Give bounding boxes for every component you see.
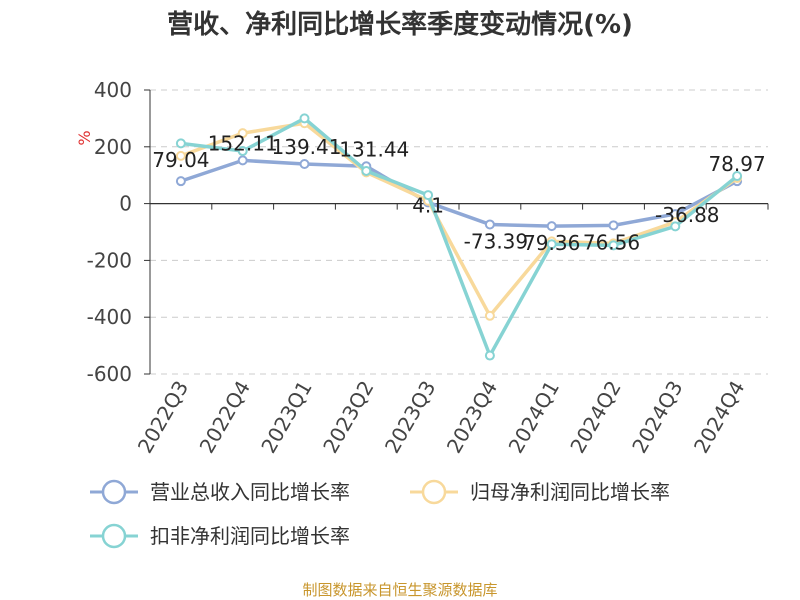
data-point xyxy=(484,219,495,230)
data-point xyxy=(546,239,557,250)
data-label: 131.44 xyxy=(339,137,409,161)
source-note: 制图数据来自恒生聚源数据库 xyxy=(302,581,498,599)
legend-item: 归母净利润同比增长率 xyxy=(410,479,670,505)
x-tick-label: 2022Q3 xyxy=(133,377,193,458)
legend-label: 扣非净利润同比增长率 xyxy=(150,524,350,548)
x-tick-label: 2023Q1 xyxy=(256,377,316,458)
data-label: 78.97 xyxy=(708,152,765,176)
y-unit-label: % xyxy=(75,130,94,145)
data-point xyxy=(732,171,743,182)
data-label: 139.41 xyxy=(272,135,342,159)
data-point xyxy=(670,221,681,232)
x-tick-label: 2024Q4 xyxy=(689,377,749,458)
y-tick-label: -600 xyxy=(87,362,132,386)
data-point xyxy=(361,165,372,176)
data-point xyxy=(484,310,495,321)
data-label: 152.11 xyxy=(208,131,278,155)
data-label: 79.04 xyxy=(152,148,209,172)
series-line xyxy=(180,158,738,228)
legend-item: 营业总收入同比增长率 xyxy=(90,479,350,505)
legend-marker xyxy=(101,523,127,549)
chart-title: 营收、净利同比增长率季度变动情况(%) xyxy=(167,10,633,40)
y-tick-label: -400 xyxy=(87,305,132,329)
data-point xyxy=(299,159,310,170)
data-point xyxy=(237,155,248,166)
y-tick-label: -200 xyxy=(87,248,132,272)
y-tick-label: 200 xyxy=(94,135,132,159)
data-point xyxy=(608,240,619,251)
legend-label: 归母净利润同比增长率 xyxy=(470,480,670,504)
data-point xyxy=(608,220,619,231)
legend-label: 营业总收入同比增长率 xyxy=(150,480,350,504)
data-point xyxy=(237,146,248,157)
data-point xyxy=(237,128,248,139)
data-point xyxy=(299,113,310,124)
data-point xyxy=(175,176,186,187)
data-point xyxy=(175,150,186,161)
x-tick-label: 2023Q2 xyxy=(318,377,378,458)
y-tick-label: 400 xyxy=(94,78,132,102)
data-label: 79.36 xyxy=(523,231,580,255)
data-label: -73.39 xyxy=(464,229,528,253)
legend-marker xyxy=(101,479,127,505)
x-tick-label: 2023Q4 xyxy=(442,377,502,458)
x-tick-label: 2024Q3 xyxy=(627,377,687,458)
x-tick-label: 2024Q1 xyxy=(504,377,564,458)
x-tick-label: 2024Q2 xyxy=(565,377,625,458)
x-tick-label: 2023Q3 xyxy=(380,376,440,457)
x-tick-label: 2022Q4 xyxy=(195,377,255,458)
data-point xyxy=(546,221,557,232)
series-line xyxy=(180,121,739,318)
legend-item: 扣非净利润同比增长率 xyxy=(90,523,350,549)
series-lines xyxy=(175,113,743,361)
series-line xyxy=(180,116,739,358)
legend-marker xyxy=(421,479,447,505)
data-label: 4.1 xyxy=(412,193,444,217)
data-label: 76.56 xyxy=(583,230,640,254)
data-point xyxy=(484,350,495,361)
data-point xyxy=(423,190,434,201)
y-tick-label: 0 xyxy=(119,192,132,216)
data-point xyxy=(175,138,186,149)
data-label: -36.88 xyxy=(655,203,719,227)
